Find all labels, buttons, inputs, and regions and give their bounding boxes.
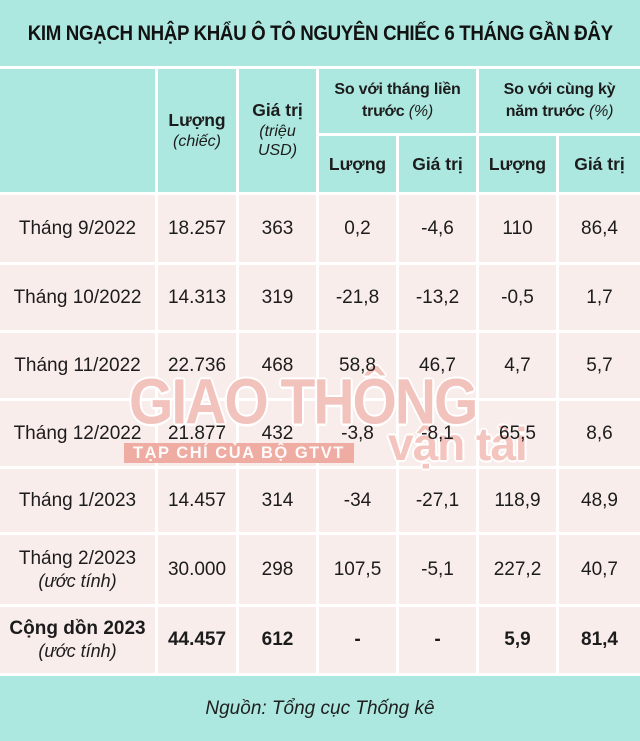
column-header-quantity: Lượng (chiếc) bbox=[158, 69, 236, 192]
row-note: (ước tính) bbox=[38, 570, 117, 591]
value-cell: 14.313 bbox=[158, 265, 236, 330]
value-cell: -4,6 bbox=[399, 195, 476, 262]
value-cell: 21.877 bbox=[158, 401, 236, 466]
value-cell: 118,9 bbox=[479, 469, 556, 532]
value-cell: -34 bbox=[319, 469, 396, 532]
value-cell: 1,7 bbox=[559, 265, 640, 330]
value-cell: 8,6 bbox=[559, 401, 640, 466]
value-cell: 363 bbox=[239, 195, 316, 262]
row-label-cell: Cộng dồn 2023 (ước tính) bbox=[0, 607, 155, 673]
row-label-cell: Tháng 9/2022 bbox=[0, 195, 155, 262]
value-cell: 18.257 bbox=[158, 195, 236, 262]
group-header-vs-prev-year: So với cùng kỳ năm trước (%) bbox=[479, 69, 640, 133]
value-cell: 48,9 bbox=[559, 469, 640, 532]
value-cell: 4,7 bbox=[479, 333, 556, 398]
value-cell: -3,8 bbox=[319, 401, 396, 466]
column-header-value-unit: (triệu USD) bbox=[257, 123, 298, 160]
value-cell: - bbox=[319, 607, 396, 673]
row-label-cell: Tháng 2/2023 (ước tính) bbox=[0, 535, 155, 604]
row-label-cell: Tháng 12/2022 bbox=[0, 401, 155, 466]
value-cell: 5,9 bbox=[479, 607, 556, 673]
column-header-quantity-label: Lượng bbox=[168, 109, 226, 130]
value-cell: 227,2 bbox=[479, 535, 556, 604]
value-cell: -5,1 bbox=[399, 535, 476, 604]
group-header-vs-prev-year-line2: năm trước (%) bbox=[505, 103, 614, 120]
group-header-vs-prev-month: So với tháng liền trước (%) bbox=[319, 69, 476, 133]
value-cell: 612 bbox=[239, 607, 316, 673]
value-cell: 58,8 bbox=[319, 333, 396, 398]
value-cell: -21,8 bbox=[319, 265, 396, 330]
value-cell: 86,4 bbox=[559, 195, 640, 262]
row-label-cell: Tháng 11/2022 bbox=[0, 333, 155, 398]
value-cell: 30.000 bbox=[158, 535, 236, 604]
value-cell: 432 bbox=[239, 401, 316, 466]
column-header-value: Giá trị (triệu USD) bbox=[239, 69, 316, 192]
value-cell: 40,7 bbox=[559, 535, 640, 604]
page-title: KIM NGẠCH NHẬP KHẨU Ô TÔ NGUYÊN CHIẾC 6 … bbox=[27, 20, 613, 45]
source-band: Nguồn: Tổng cục Thống kê bbox=[0, 676, 640, 741]
value-cell: 44.457 bbox=[158, 607, 236, 673]
row-label-cell: Tháng 1/2023 bbox=[0, 469, 155, 532]
value-cell: 314 bbox=[239, 469, 316, 532]
table-title-band: KIM NGẠCH NHẬP KHẨU Ô TÔ NGUYÊN CHIẾC 6 … bbox=[0, 0, 640, 66]
value-cell: 0,2 bbox=[319, 195, 396, 262]
value-cell: 22.736 bbox=[158, 333, 236, 398]
value-cell: 319 bbox=[239, 265, 316, 330]
group-header-vs-prev-year-line1: So với cùng kỳ bbox=[503, 81, 616, 99]
subheader-value-2: Giá trị bbox=[559, 136, 640, 192]
percent-unit: (%) bbox=[408, 103, 433, 120]
value-cell: 468 bbox=[239, 333, 316, 398]
value-cell: -8,1 bbox=[399, 401, 476, 466]
value-cell: 110 bbox=[479, 195, 556, 262]
value-cell: -27,1 bbox=[399, 469, 476, 532]
value-cell: - bbox=[399, 607, 476, 673]
subheader-quantity-1: Lượng bbox=[319, 136, 396, 192]
value-cell: 65,5 bbox=[479, 401, 556, 466]
group-header-vs-prev-month-line1: So với tháng liền bbox=[334, 81, 461, 99]
value-cell: -0,5 bbox=[479, 265, 556, 330]
value-cell: -13,2 bbox=[399, 265, 476, 330]
value-cell: 14.457 bbox=[158, 469, 236, 532]
corner-header-cell bbox=[0, 69, 155, 192]
value-cell: 298 bbox=[239, 535, 316, 604]
row-note: (ước tính) bbox=[38, 641, 117, 662]
value-cell: 5,7 bbox=[559, 333, 640, 398]
row-label-cell: Tháng 10/2022 bbox=[0, 265, 155, 330]
value-cell: 107,5 bbox=[319, 535, 396, 604]
source-text: Nguồn: Tổng cục Thống kê bbox=[205, 697, 435, 719]
subheader-quantity-2: Lượng bbox=[479, 136, 556, 192]
value-cell: 46,7 bbox=[399, 333, 476, 398]
subheader-value-1: Giá trị bbox=[399, 136, 476, 192]
percent-unit: (%) bbox=[588, 103, 614, 120]
column-header-quantity-unit: (chiếc) bbox=[172, 132, 221, 150]
group-header-vs-prev-month-line2: trước (%) bbox=[362, 103, 433, 120]
column-header-value-label: Giá trị bbox=[252, 100, 303, 121]
value-cell: 81,4 bbox=[559, 607, 640, 673]
